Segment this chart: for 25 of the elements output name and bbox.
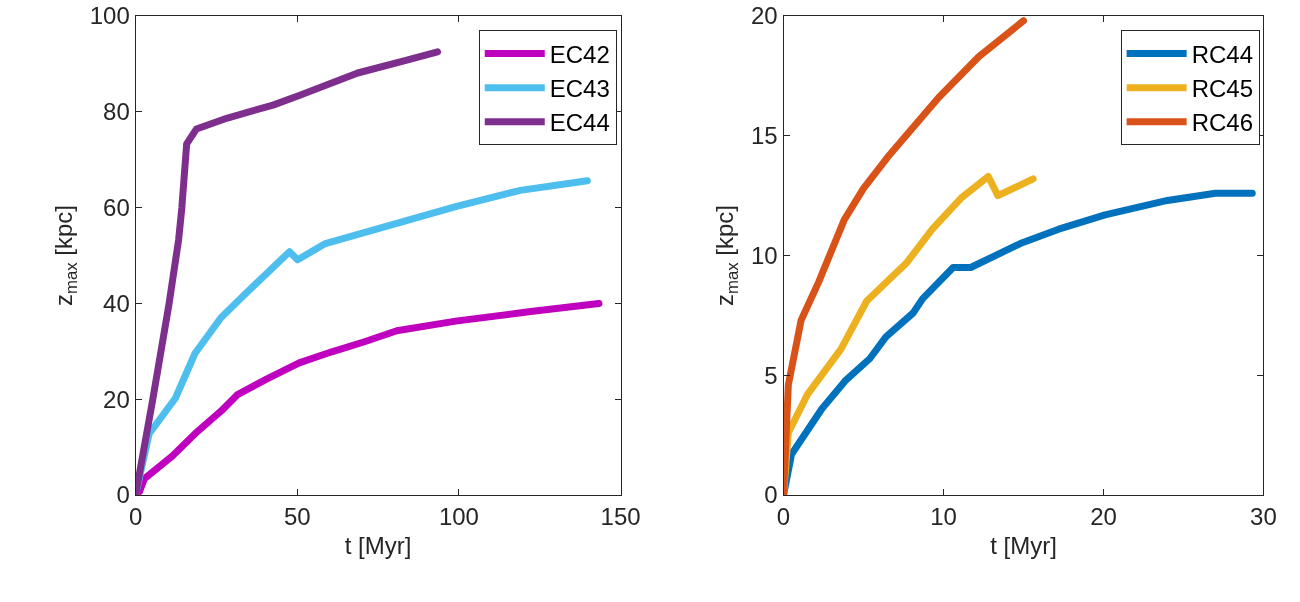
x-tick-label: 100: [438, 502, 479, 530]
y-tick-label: 100: [89, 2, 130, 30]
y-tick-label: 5: [764, 361, 778, 389]
legend-label: EC43: [549, 74, 610, 102]
legend-label: RC45: [1191, 74, 1253, 102]
x-tick-label: 50: [283, 502, 311, 530]
legend-label: EC44: [549, 109, 610, 137]
y-tick-label: 0: [116, 481, 130, 509]
legend-label: RC44: [1191, 40, 1253, 68]
x-tick-label: 30: [1250, 502, 1277, 530]
legend-label: EC42: [549, 40, 610, 68]
y-tick-label: 60: [103, 194, 130, 222]
x-axis-title: t [Myr]: [344, 532, 412, 560]
y-tick-label: 10: [751, 241, 778, 269]
y-tick-label: 0: [764, 481, 778, 509]
y-tick-label: 15: [751, 122, 778, 150]
x-tick-label: 20: [1090, 502, 1117, 530]
legend-label: RC46: [1191, 109, 1253, 137]
y-tick-label: 40: [103, 289, 130, 317]
y-tick-label: 80: [103, 98, 130, 126]
y-tick-label: 20: [103, 385, 130, 413]
x-tick-label: 150: [600, 502, 641, 530]
x-axis-title: t [Myr]: [990, 532, 1057, 560]
y-tick-label: 20: [751, 2, 778, 30]
x-tick-label: 10: [930, 502, 957, 530]
